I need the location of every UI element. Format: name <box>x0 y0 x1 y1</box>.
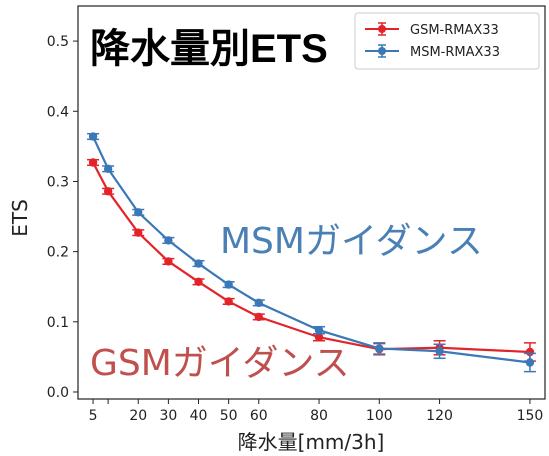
data-point <box>103 187 113 196</box>
series-msm-rmax33 <box>87 132 536 373</box>
axis-layer: 5 20 30 40 50 60 80 100 120 150 0.0 0.1 0.2 0.3 0.4 0.5 <box>47 5 546 424</box>
data-point <box>134 228 143 237</box>
data-point <box>164 257 173 266</box>
data-point <box>88 158 98 167</box>
data-point <box>88 132 98 141</box>
data-point <box>194 259 203 268</box>
y-tick-label: 0.1 <box>47 315 69 331</box>
legend-label: GSM-RMAX33 <box>410 23 499 38</box>
data-point <box>254 312 263 322</box>
data-point <box>254 298 263 308</box>
legend-marker <box>378 25 386 33</box>
data-point <box>194 277 203 287</box>
data-point <box>375 344 384 353</box>
x-tick-label: 150 <box>517 408 544 424</box>
data-point <box>103 164 113 174</box>
plot-layer <box>87 132 536 373</box>
plot-frame <box>77 5 546 400</box>
x-tick-label: 80 <box>310 408 328 424</box>
x-tick-label: 40 <box>190 408 208 424</box>
x-tick-label: 60 <box>250 408 268 424</box>
legend: GSM-RMAX33 MSM-RMAX33 <box>354 12 540 70</box>
y-tick-label: 0.0 <box>47 385 69 401</box>
x-tick-label: 100 <box>366 408 393 424</box>
data-point <box>134 208 143 217</box>
legend-marker <box>378 47 386 55</box>
y-tick-label: 0.5 <box>47 34 69 50</box>
x-axis-label: 降水量[mm/3h] <box>238 430 385 454</box>
data-point <box>164 236 173 245</box>
y-tick-label: 0.3 <box>47 174 69 190</box>
legend-label: MSM-RMAX33 <box>410 45 500 60</box>
x-tick-label: 120 <box>426 408 453 424</box>
data-point <box>224 280 233 289</box>
data-point <box>525 358 535 367</box>
data-point <box>314 333 324 342</box>
x-tick-label: 20 <box>129 408 147 424</box>
x-tick-label: 30 <box>159 408 177 424</box>
y-axis-label: ETS <box>8 199 32 237</box>
y-tick-label: 0.2 <box>47 245 69 261</box>
chart-title: 降水量別ETS <box>90 27 328 71</box>
x-tick-label: 50 <box>220 408 238 424</box>
data-point <box>224 297 233 306</box>
data-point <box>435 347 444 356</box>
annotation-gsm-guidance: GSMガイダンス <box>90 343 350 384</box>
x-tick-label: 5 <box>89 408 98 424</box>
annotation-msm-guidance: MSMガイダンス <box>220 221 483 262</box>
data-point <box>314 326 324 335</box>
y-tick-label: 0.4 <box>47 104 69 120</box>
legend-frame <box>354 12 540 70</box>
